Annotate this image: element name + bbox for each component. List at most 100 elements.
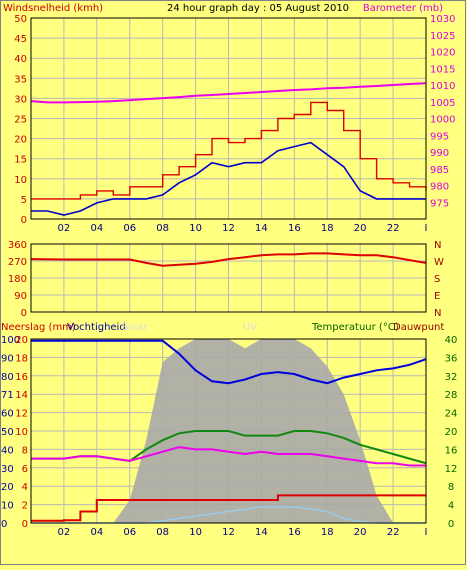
compass-label: W: [434, 257, 444, 268]
wind-tick-label: 15: [14, 155, 27, 166]
x-tick-label: 12: [222, 527, 235, 538]
wind-tick-label: 30: [14, 94, 27, 105]
x-tick-label: 20: [354, 527, 367, 538]
x-tick-label: 02: [58, 527, 71, 538]
wind-tick-label: 25: [14, 115, 27, 126]
compass-label: S: [434, 274, 440, 285]
panel-2-frame: [30, 243, 427, 313]
rain-axis-title: Neerslag (mm): [1, 322, 76, 333]
rain-tick-label: 2: [22, 501, 28, 512]
x-tick-label: 22: [387, 223, 400, 234]
temperature-tick-label: 0: [448, 519, 454, 530]
x-tick-label: 20: [354, 223, 367, 234]
wind-axis-title: Windsnelheid (kmh): [3, 3, 103, 14]
rain-tick-label: 12: [15, 409, 28, 420]
humidity-line: [31, 339, 427, 385]
temperature-tick-label: 12: [445, 464, 458, 475]
wind-avg-line: [31, 141, 426, 216]
temperature-tick-label: 8: [448, 482, 454, 493]
baro-tick-label: 1020: [430, 48, 455, 59]
wind-speed-line: [31, 101, 427, 200]
panel-1-frame: [30, 17, 427, 220]
x-tick-label: 14: [255, 527, 268, 538]
humidity-tick-label: 40: [1, 445, 14, 456]
x-tick-label: 06: [123, 527, 136, 538]
rain-tick-label: 0: [22, 519, 28, 530]
direction-tick-label: 360: [8, 240, 27, 251]
dewpoint-axis-title: Dauwpunt: [393, 322, 444, 333]
humidity-tick-label: 20: [1, 482, 14, 493]
rain-tick-label: 16: [15, 372, 28, 383]
humidity-tick-label: 30: [1, 464, 14, 475]
baro-tick-label: 1030: [430, 14, 455, 25]
temperature-tick-label: 32: [445, 372, 458, 383]
baro-tick-label: 975: [430, 198, 449, 209]
x-tick-label: 18: [321, 223, 334, 234]
x-tick-label: 10: [189, 223, 202, 234]
baro-tick-label: 1005: [430, 98, 455, 109]
x-end-label: I: [425, 223, 428, 234]
humidity-tick-label: 50: [1, 427, 14, 438]
humidity-tick-label: 80: [1, 372, 14, 383]
wind-direction-line: [30, 252, 427, 267]
baro-tick-label: 985: [430, 165, 449, 176]
x-tick-label: 08: [156, 223, 169, 234]
x-tick-label: 04: [90, 527, 103, 538]
x-tick-label: 16: [288, 223, 301, 234]
rain-tick-label: 18: [15, 353, 28, 364]
wind-tick-label: 0: [21, 215, 27, 226]
wind-tick-label: 50: [14, 14, 27, 25]
humidity-tick-label: 10: [1, 501, 14, 512]
direction-tick-label: 90: [14, 291, 27, 302]
rain-tick-label: 10: [15, 427, 28, 438]
compass-label: N: [434, 240, 441, 251]
baro-axis-title: Barometer (mb): [363, 3, 443, 14]
x-tick-label: 14: [255, 223, 268, 234]
rain-tick-label: 4: [22, 482, 28, 493]
humidity-tick-label: 60: [1, 409, 14, 420]
x-tick-label: 08: [156, 527, 169, 538]
uv-label: UV: [243, 322, 257, 333]
wind-tick-label: 20: [14, 135, 27, 146]
temperature-tick-label: 36: [445, 353, 458, 364]
baro-tick-label: 1000: [430, 115, 455, 126]
compass-label: N: [434, 308, 441, 319]
x-end-label: I: [425, 527, 428, 538]
rain-tick-label: 6: [22, 464, 28, 475]
rain-tick-label: 20: [15, 335, 28, 346]
compass-label: E: [434, 291, 440, 302]
baro-tick-label: 990: [430, 148, 449, 159]
wind-tick-label: 45: [14, 34, 27, 45]
wind-tick-label: 10: [14, 175, 27, 186]
direction-tick-label: 180: [8, 274, 27, 285]
direction-tick-label: 270: [8, 257, 27, 268]
x-tick-label: 12: [222, 223, 235, 234]
temperature-tick-label: 28: [445, 390, 458, 401]
rain-tick-label: 8: [22, 445, 28, 456]
x-tick-label: 02: [58, 223, 71, 234]
wind-tick-label: 40: [14, 54, 27, 65]
x-tick-label: 10: [189, 527, 202, 538]
x-tick-label: 16: [288, 527, 301, 538]
humidity-tick-label: 100: [1, 335, 20, 346]
barometer-line: [30, 82, 427, 104]
temperature-tick-label: 24: [445, 409, 458, 420]
humidity-tick-label: 90: [1, 353, 14, 364]
x-tick-label: 04: [90, 223, 103, 234]
baro-tick-label: 995: [430, 131, 449, 142]
chart-title: 24 hour graph day : 05 August 2010: [167, 3, 349, 14]
x-tick-label: 06: [123, 223, 136, 234]
temperature-tick-label: 4: [448, 501, 454, 512]
humidity-tick-label: 71: [1, 390, 14, 401]
temperature-axis-title: Temperatuur (°C): [311, 322, 399, 333]
baro-tick-label: 980: [430, 182, 449, 193]
dewpoint-line: [31, 446, 426, 467]
wind-tick-label: 35: [14, 74, 27, 85]
humidity-axis-title: Vochtigheid: [67, 322, 126, 333]
solar-label: Solar: [122, 322, 148, 333]
baro-tick-label: 1010: [430, 81, 455, 92]
humidity-tick-label: 0: [1, 519, 7, 530]
